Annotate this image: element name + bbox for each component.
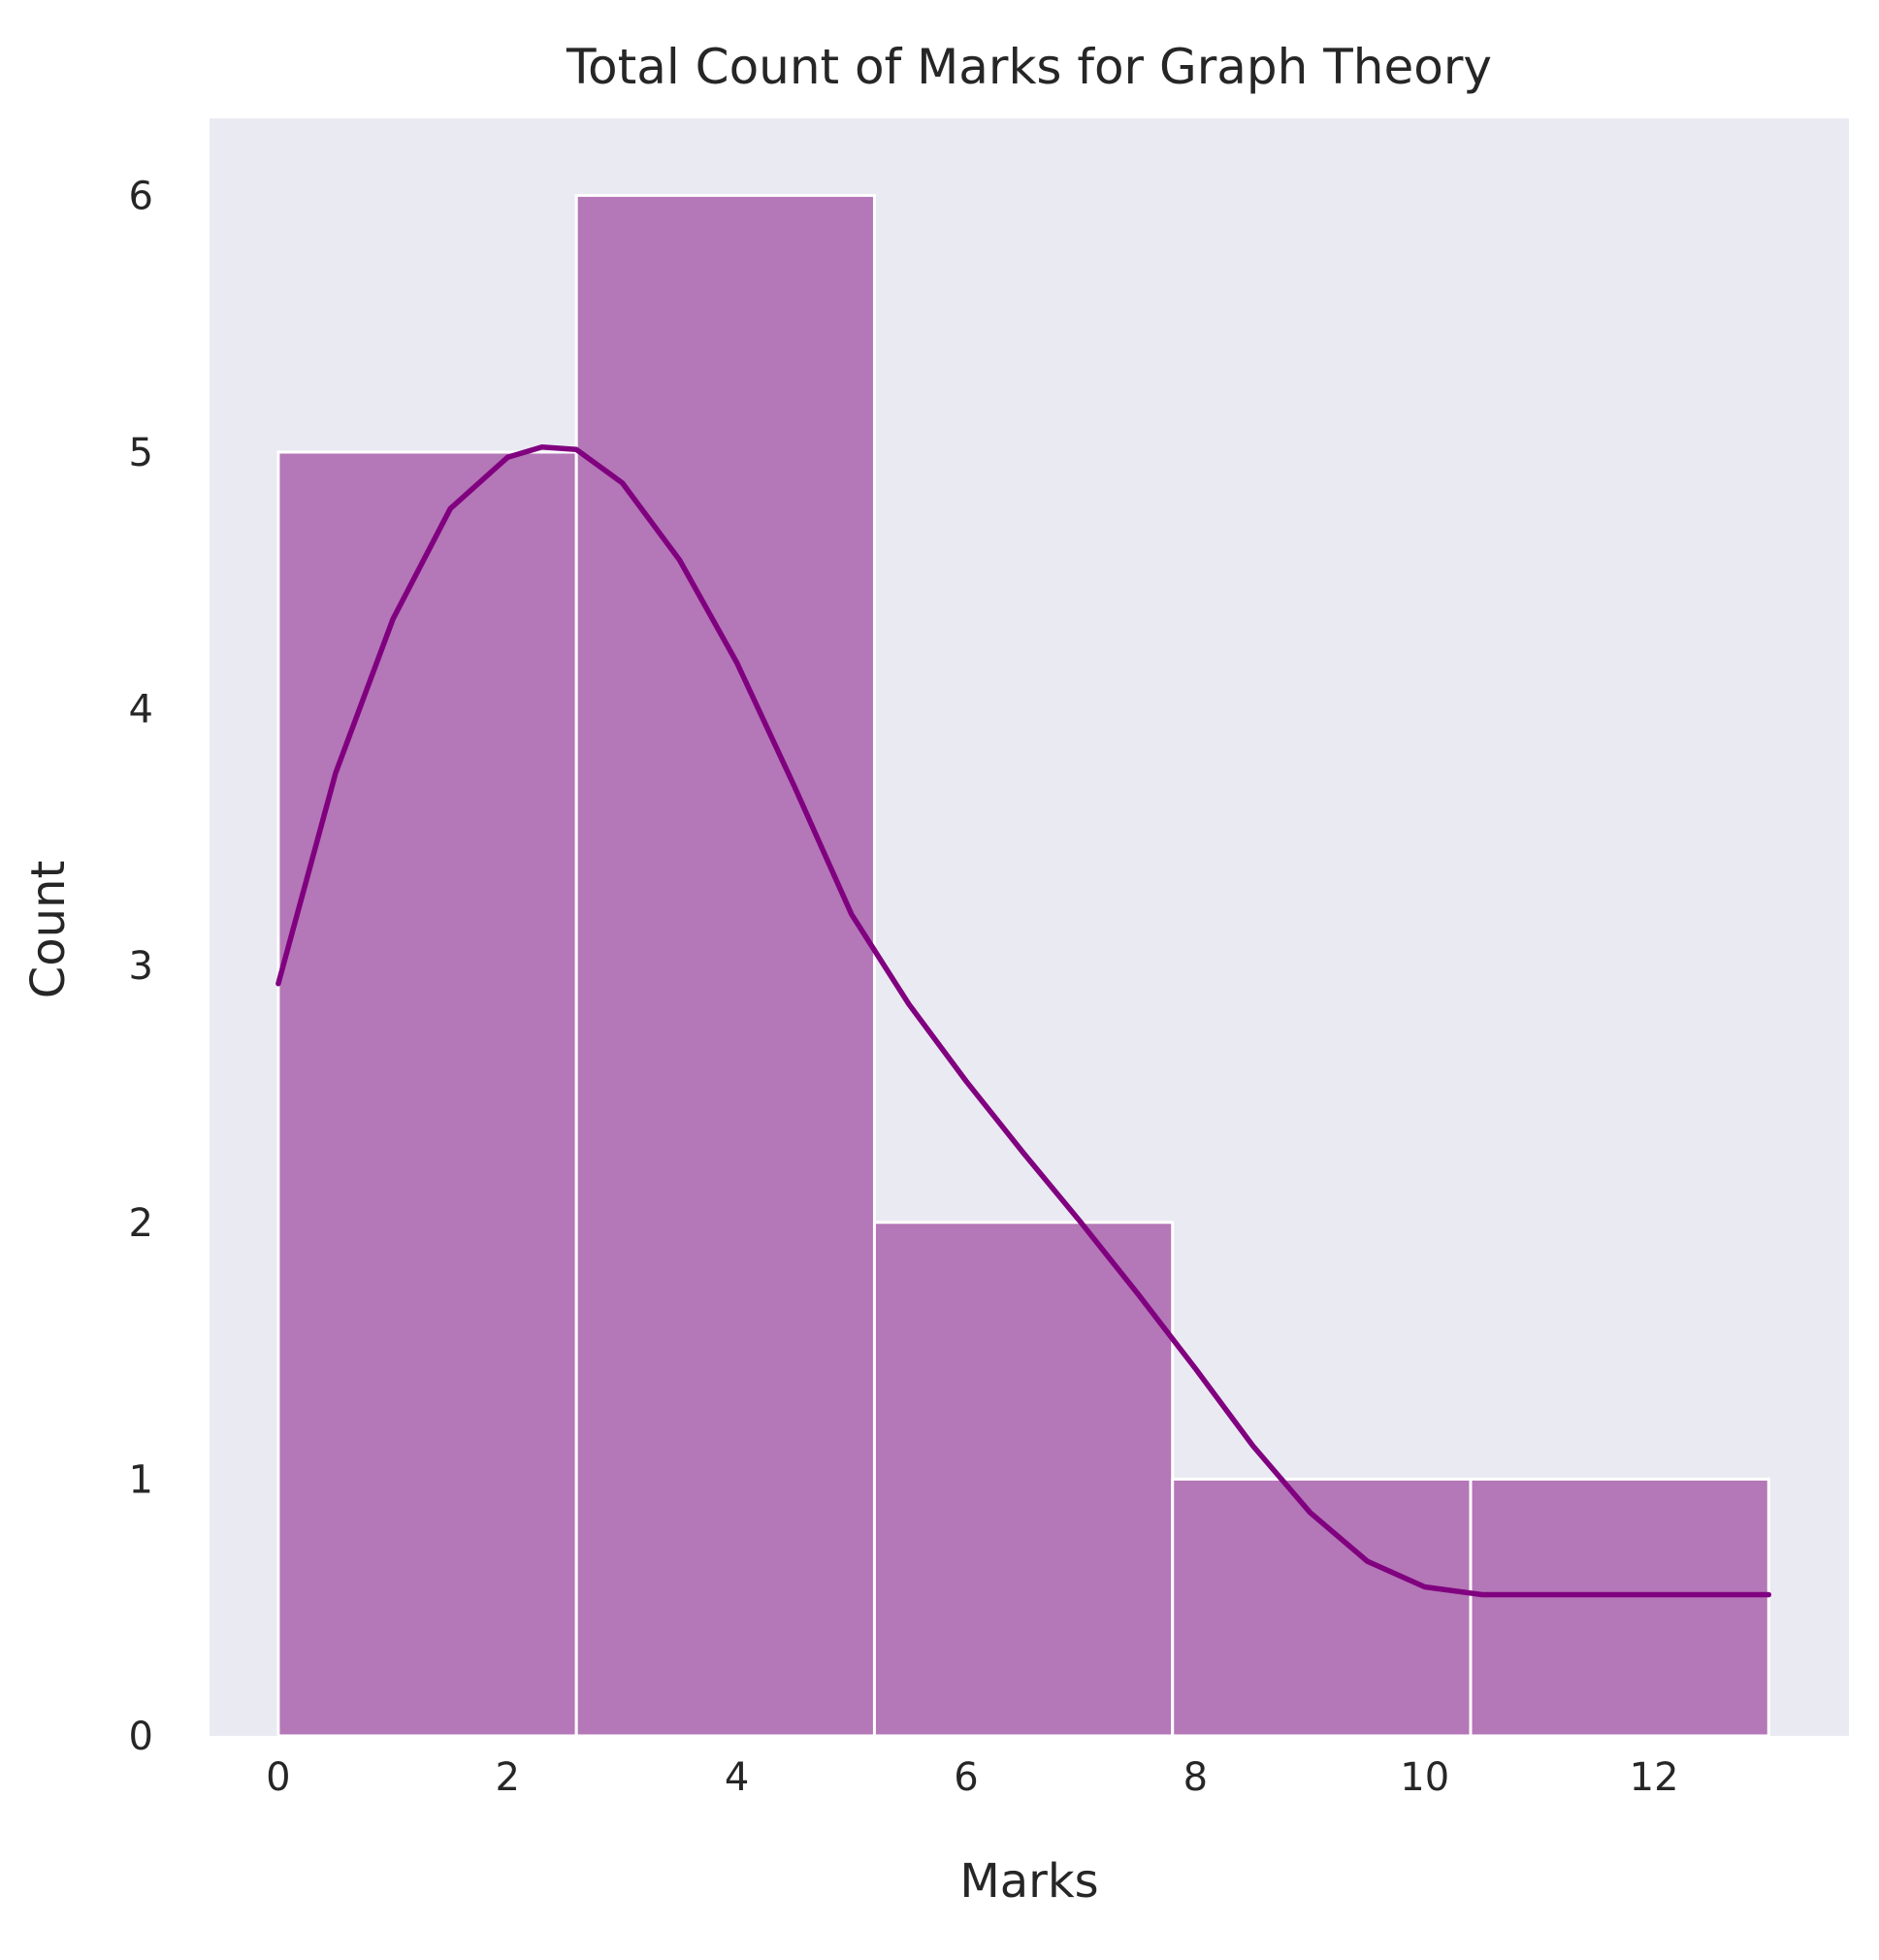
x-tick-label: 0 <box>266 1755 290 1800</box>
y-tick-label: 5 <box>129 431 153 475</box>
kde-line <box>275 443 1772 1598</box>
x-tick-label: 2 <box>496 1755 520 1800</box>
histogram-bar <box>1469 1477 1770 1738</box>
histogram-bar <box>276 450 578 1738</box>
x-axis-title: Marks <box>959 1854 1098 1909</box>
x-tick-label: 8 <box>1183 1755 1208 1800</box>
y-axis-title: Count <box>21 861 76 999</box>
y-tick-label: 6 <box>129 174 153 218</box>
x-tick-label: 6 <box>954 1755 978 1800</box>
x-tick-labels: 0 2 4 6 8 10 12 <box>266 1755 1678 1800</box>
histogram-bar <box>574 193 876 1738</box>
histogram-bar <box>1171 1477 1473 1738</box>
y-tick-label: 2 <box>129 1201 153 1246</box>
y-tick-label: 0 <box>129 1715 153 1759</box>
y-tick-label: 1 <box>129 1457 153 1502</box>
x-tick-label: 4 <box>725 1755 749 1800</box>
y-tick-labels: 0 1 2 3 4 5 6 <box>129 174 153 1759</box>
x-tick-label: 12 <box>1630 1755 1679 1800</box>
x-tick-label: 10 <box>1400 1755 1449 1800</box>
chart-title: Total Count of Marks for Graph Theory <box>566 39 1492 95</box>
y-tick-label: 3 <box>129 944 153 989</box>
histogram-bar <box>872 1221 1175 1738</box>
bars-group <box>276 193 1770 1738</box>
y-tick-label: 4 <box>129 688 153 733</box>
